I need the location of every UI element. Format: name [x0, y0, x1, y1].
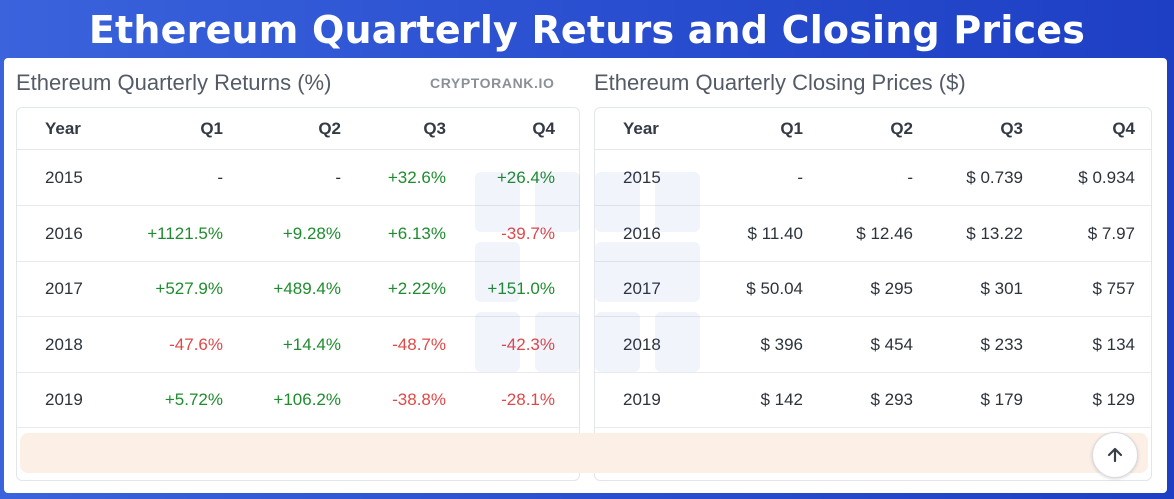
- returns-header-q3[interactable]: Q3: [423, 119, 446, 138]
- value-cell: +32.6%: [387, 168, 446, 187]
- value-cell: +9.28%: [282, 223, 341, 243]
- value-cell: +151.0%: [487, 279, 555, 298]
- value-cell: +2.22%: [387, 279, 446, 298]
- brand-label: CRYPTORANK.IO: [430, 75, 555, 91]
- year-cell: 2017: [623, 261, 661, 316]
- value-cell: -: [217, 168, 223, 187]
- value-cell: +106.2%: [273, 390, 341, 409]
- table-row: 2017 $ 50.04 $ 295 $ 301 $ 757: [595, 261, 1151, 317]
- prices-heading: Ethereum Quarterly Closing Prices ($): [594, 70, 966, 95]
- value-cell: $ 0.934: [1078, 168, 1135, 187]
- table-row: 2019 +5.72% +106.2% -38.8% -28.1%: [17, 372, 579, 428]
- year-cell: 2015: [45, 168, 83, 187]
- value-cell: +489.4%: [273, 279, 341, 298]
- table-row: 2017 +527.9% +489.4% +2.22% +151.0%: [17, 261, 579, 317]
- arrow-up-icon: [1107, 447, 1123, 463]
- value-cell: $ 50.04: [746, 279, 803, 298]
- value-cell: -39.7%: [501, 223, 555, 243]
- highlight-row-2020: [20, 433, 1148, 473]
- returns-header-q2[interactable]: Q2: [318, 119, 341, 138]
- prices-header-q2[interactable]: Q2: [890, 119, 913, 138]
- value-cell: $ 11.40: [747, 223, 803, 243]
- table-row: 2016 +1121.5% +9.28% +6.13% -39.7%: [17, 206, 579, 262]
- value-cell: $ 454: [870, 334, 913, 354]
- year-cell: 2015: [623, 168, 661, 187]
- table-row: 2015 - - $ 0.739 $ 0.934: [595, 150, 1151, 206]
- value-cell: -: [335, 168, 341, 187]
- year-cell: 2018: [623, 334, 661, 354]
- year-cell: 2016: [623, 223, 661, 243]
- value-cell: $ 396: [760, 334, 803, 354]
- table-row: 2016 $ 11.40 $ 12.46 $ 13.22 $ 7.97: [595, 206, 1151, 262]
- returns-header-year[interactable]: Year: [45, 119, 81, 138]
- cryptorank-logo-icon: [475, 172, 700, 372]
- value-cell: +5.72%: [164, 390, 223, 409]
- table-row: 2018 $ 396 $ 454 $ 233 $ 134: [595, 317, 1151, 373]
- value-cell: +1121.5%: [147, 223, 223, 243]
- value-cell: $ 301: [980, 279, 1023, 298]
- scroll-to-top-button[interactable]: [1092, 432, 1138, 478]
- value-cell: $ 179: [980, 390, 1023, 409]
- value-cell: -47.6%: [169, 334, 223, 354]
- prices-header-q1[interactable]: Q1: [780, 119, 803, 138]
- banner-title: Ethereum Quarterly Returs and Closing Pr…: [88, 8, 1086, 52]
- returns-header-row: Year Q1 Q2 Q3 Q4: [17, 108, 579, 150]
- table-row: 2019 $ 142 $ 293 $ 179 $ 129: [595, 372, 1151, 428]
- value-cell: -42.3%: [501, 334, 555, 354]
- year-cell: 2018: [45, 334, 83, 354]
- value-cell: $ 233: [980, 334, 1023, 354]
- value-cell: $ 12.46: [856, 223, 913, 243]
- value-cell: +26.4%: [496, 168, 555, 187]
- year-cell: 2017: [45, 279, 83, 298]
- value-cell: +527.9%: [155, 279, 223, 298]
- value-cell: $ 129: [1092, 390, 1135, 409]
- year-cell: 2019: [623, 390, 661, 409]
- value-cell: -48.7%: [392, 334, 446, 354]
- content-card: Ethereum Quarterly Returns (%) CRYPTORAN…: [4, 58, 1167, 493]
- returns-header-q4[interactable]: Q4: [532, 119, 555, 138]
- returns-heading: Ethereum Quarterly Returns (%): [16, 70, 332, 95]
- value-cell: -38.8%: [392, 390, 446, 409]
- value-cell: $ 0.739: [966, 168, 1023, 187]
- value-cell: $ 295: [870, 279, 913, 298]
- year-cell: 2016: [45, 223, 83, 243]
- value-cell: $ 142: [760, 390, 803, 409]
- value-cell: +6.13%: [387, 223, 446, 243]
- table-row: 2018 -47.6% +14.4% -48.7% -42.3%: [17, 317, 579, 373]
- value-cell: $ 7.97: [1087, 223, 1135, 243]
- value-cell: $ 757: [1092, 279, 1135, 298]
- prices-table: Year Q1 Q2 Q3 Q4 2015 - - $ 0.739 $ 0.934 2016 $ 11…: [594, 107, 1152, 481]
- value-cell: -: [907, 168, 913, 187]
- value-cell: $ 13.22: [966, 223, 1023, 243]
- year-cell: 2019: [45, 390, 83, 409]
- value-cell: +14.4%: [282, 334, 341, 354]
- value-cell: -28.1%: [501, 390, 555, 409]
- prices-header-q3[interactable]: Q3: [1000, 119, 1023, 138]
- prices-header-year[interactable]: Year: [623, 119, 659, 138]
- value-cell: -: [797, 168, 803, 187]
- returns-header-q1[interactable]: Q1: [200, 119, 223, 138]
- value-cell: $ 293: [870, 390, 913, 409]
- value-cell: $ 134: [1092, 334, 1135, 354]
- table-row: 2015 - - +32.6% +26.4%: [17, 150, 579, 206]
- prices-header-row: Year Q1 Q2 Q3 Q4: [595, 108, 1151, 150]
- prices-header-q4[interactable]: Q4: [1112, 119, 1135, 138]
